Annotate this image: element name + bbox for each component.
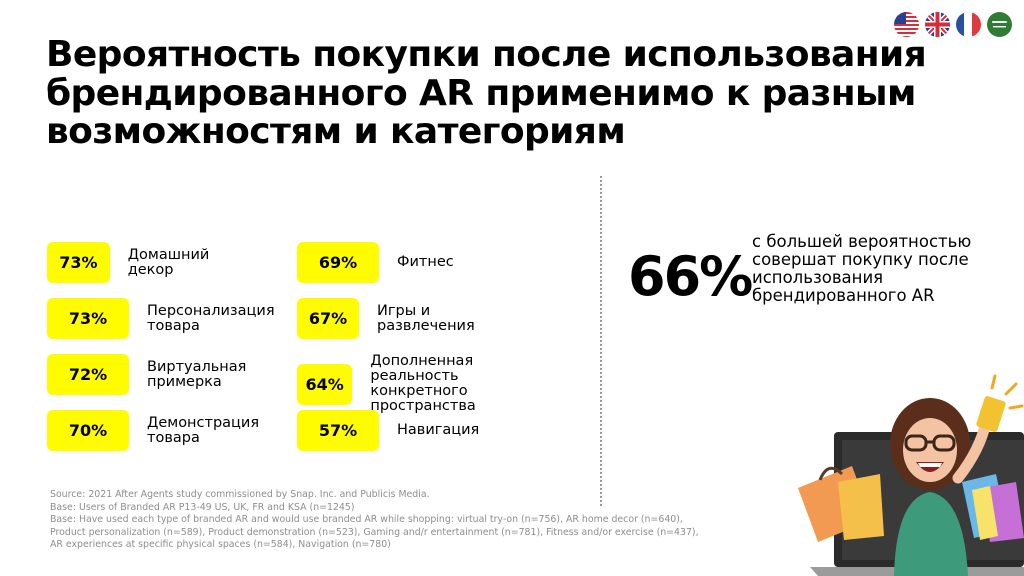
- stat-label: Игры и развлечения: [377, 302, 475, 334]
- source-line: Product personalization (n=589), Product…: [50, 526, 699, 538]
- source-line: Base: Have used each type of branded AR …: [50, 514, 683, 525]
- percent-badge: 57%: [297, 410, 379, 451]
- shopper-laptop-illustration: [798, 374, 1024, 576]
- stat-item: 69% Фитнес: [297, 242, 454, 283]
- percent-badge: 64%: [297, 363, 353, 405]
- source-line: AR experiences at specific physical spac…: [50, 539, 391, 550]
- stat-item: 70% Демонстрация товара: [47, 410, 259, 451]
- percent-badge: 72%: [47, 354, 129, 395]
- highlight-value: 66%: [628, 245, 753, 308]
- source-notes: Source: 2021 After Agents study commissi…: [50, 489, 770, 552]
- stat-item: 64% Дополненная реальность конкретного п…: [297, 354, 502, 414]
- page-title: Вероятность покупки после использования …: [46, 34, 927, 152]
- us-flag-icon[interactable]: [894, 12, 919, 37]
- stat-label: Фитнес: [397, 254, 454, 270]
- percent-badge: 67%: [297, 298, 360, 339]
- source-line: Base: Users of Branded AR P13-49 US, UK,…: [50, 501, 355, 513]
- uk-flag-icon[interactable]: [925, 12, 950, 37]
- stat-item: 57% Навигация: [297, 410, 479, 451]
- language-switcher: [894, 12, 1012, 37]
- saudi-flag-icon[interactable]: [987, 12, 1012, 37]
- percent-badge: 69%: [297, 242, 379, 283]
- stat-label: Виртуальная примерка: [147, 358, 247, 390]
- percent-badge: 73%: [47, 298, 129, 339]
- percent-badge: 70%: [47, 410, 129, 451]
- stat-item: 72% Виртуальная примерка: [47, 354, 246, 395]
- source-line: Source: 2021 After Agents study commissi…: [50, 489, 430, 500]
- stat-label: Домашний декор: [127, 246, 210, 278]
- divider: [600, 176, 602, 506]
- stat-item: 73% Персонализация товара: [47, 298, 275, 339]
- stat-item: 73% Домашний декор: [47, 242, 229, 283]
- stat-label: Дополненная реальность конкретного прост…: [370, 353, 476, 414]
- highlight-text: с большей вероятностью совершат покупку …: [752, 232, 972, 305]
- stat-label: Демонстрация товара: [147, 414, 260, 446]
- stat-label: Персонализация товара: [147, 302, 275, 334]
- percent-badge: 73%: [47, 242, 110, 283]
- france-flag-icon[interactable]: [956, 12, 981, 37]
- stat-label: Навигация: [397, 422, 480, 438]
- stat-item: 67% Игры и развлечения: [297, 298, 495, 339]
